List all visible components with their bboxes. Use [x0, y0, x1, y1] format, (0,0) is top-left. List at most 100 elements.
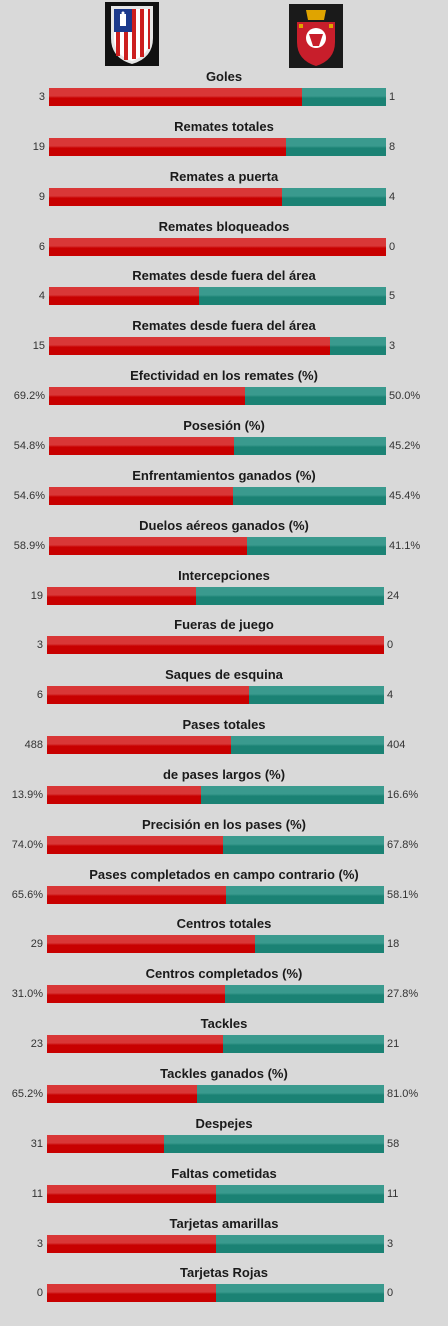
away-bar-segment	[247, 537, 386, 555]
home-value: 19	[32, 141, 45, 153]
comparison-bar	[47, 1035, 384, 1053]
home-bar-segment	[47, 736, 231, 754]
stat-row: Tarjetas Rojas 0 0	[0, 1265, 448, 1305]
stat-label: Centros completados (%)	[145, 966, 303, 981]
home-bar-segment	[49, 437, 234, 455]
away-value: 58.1%	[387, 889, 419, 901]
comparison-bar	[47, 587, 384, 605]
away-value: 0	[387, 639, 394, 651]
away-value: 11	[387, 1188, 399, 1200]
stat-label: Remates desde fuera del área	[132, 318, 316, 333]
home-bar-segment	[49, 88, 302, 106]
stat-row: Despejes 31 58	[0, 1116, 448, 1156]
away-bar-segment	[164, 1135, 384, 1153]
comparison-bar	[49, 287, 386, 305]
stat-label: Despejes	[195, 1116, 253, 1131]
away-bar-segment	[197, 1085, 384, 1103]
away-bar-segment	[245, 387, 386, 405]
comparison-bar	[47, 1135, 384, 1153]
away-value: 16.6%	[387, 789, 419, 801]
away-bar-segment	[223, 1035, 384, 1053]
stat-label: Tarjetas Rojas	[180, 1265, 268, 1280]
stat-label: Faltas cometidas	[171, 1166, 277, 1181]
away-value: 50.0%	[389, 390, 421, 402]
comparison-bar	[49, 387, 386, 405]
home-bar-segment	[47, 1235, 216, 1253]
home-value: 58.9%	[13, 540, 45, 552]
stat-label: Efectividad en los remates (%)	[130, 368, 318, 383]
away-value: 67.8%	[387, 839, 419, 851]
away-bar-segment	[223, 836, 384, 854]
home-value: 15	[32, 340, 45, 352]
home-bar-segment	[49, 287, 199, 305]
away-value: 27.8%	[387, 988, 419, 1000]
comparison-bar	[47, 836, 384, 854]
home-bar-segment	[47, 985, 225, 1003]
away-value: 3	[389, 340, 396, 352]
comparison-bar	[47, 985, 384, 1003]
stat-row: Remates desde fuera del área 4 5	[0, 268, 448, 308]
comparison-bar	[47, 736, 384, 754]
away-bar-segment	[225, 985, 384, 1003]
home-bar-segment	[47, 1284, 216, 1302]
stat-label: Fueras de juego	[174, 617, 274, 632]
stat-row: Centros totales 29 18	[0, 916, 448, 956]
stat-label: Precisión en los pases (%)	[141, 817, 306, 832]
comparison-bar	[49, 88, 386, 106]
away-bar-segment	[199, 287, 386, 305]
stat-row: Intercepciones 19 24	[0, 568, 448, 608]
home-value: 4	[38, 290, 45, 302]
stat-row: Tackles ganados (%) 65.2% 81.0%	[0, 1066, 448, 1106]
home-value: 69.2%	[13, 390, 45, 402]
stat-row: Remates a puerta 9 4	[0, 169, 448, 209]
comparison-bar	[47, 1085, 384, 1103]
away-value: 45.4%	[389, 490, 421, 502]
comparison-bar	[49, 188, 386, 206]
stat-row: Duelos aéreos ganados (%) 58.9% 41.1%	[0, 518, 448, 558]
comparison-bar	[47, 1185, 384, 1203]
away-value: 58	[387, 1138, 400, 1150]
comparison-bar	[47, 1235, 384, 1253]
stat-label: Remates totales	[174, 119, 274, 134]
home-value: 23	[30, 1038, 43, 1050]
stat-row: Fueras de juego 3 0	[0, 617, 448, 657]
comparison-bar	[47, 886, 384, 904]
home-bar-segment	[47, 886, 226, 904]
stat-label: Remates a puerta	[169, 169, 279, 184]
comparison-bar	[49, 238, 386, 256]
home-bar-segment	[49, 238, 386, 256]
stat-label: Tarjetas amarillas	[169, 1216, 279, 1231]
away-value: 41.1%	[389, 540, 421, 552]
stat-row: Pases completados en campo contrario (%)…	[0, 867, 448, 907]
atletico-madrid-crest-icon	[105, 2, 159, 66]
home-bar-segment	[47, 587, 196, 605]
home-value: 11	[31, 1188, 43, 1200]
stat-row: de pases largos (%) 13.9% 16.6%	[0, 767, 448, 807]
away-bar-segment	[216, 1284, 384, 1302]
stat-label: de pases largos (%)	[162, 767, 286, 782]
home-bar-segment	[49, 188, 282, 206]
home-bar-segment	[47, 786, 201, 804]
away-bar-segment	[302, 88, 386, 106]
home-value: 3	[36, 639, 43, 651]
home-value: 6	[36, 689, 43, 701]
away-value: 8	[389, 141, 396, 153]
away-value: 4	[387, 689, 394, 701]
comparison-bar	[49, 337, 386, 355]
away-bar-segment	[196, 587, 384, 605]
home-bar-segment	[47, 836, 223, 854]
home-bar-segment	[49, 537, 247, 555]
home-value: 0	[36, 1287, 43, 1299]
home-value: 31	[30, 1138, 43, 1150]
stat-row: Efectividad en los remates (%) 69.2% 50.0%	[0, 368, 448, 408]
comparison-bar	[47, 636, 384, 654]
away-value: 21	[387, 1038, 400, 1050]
stat-row: Enfrentamientos ganados (%) 54.6% 45.4%	[0, 468, 448, 508]
away-bar-segment	[234, 437, 386, 455]
away-value: 45.2%	[389, 440, 421, 452]
stat-label: Duelos aéreos ganados (%)	[139, 518, 309, 533]
stat-label: Posesión (%)	[183, 418, 265, 433]
away-bar-segment	[231, 736, 384, 754]
home-value: 19	[30, 590, 43, 602]
stat-label: Pases totales	[182, 717, 266, 732]
